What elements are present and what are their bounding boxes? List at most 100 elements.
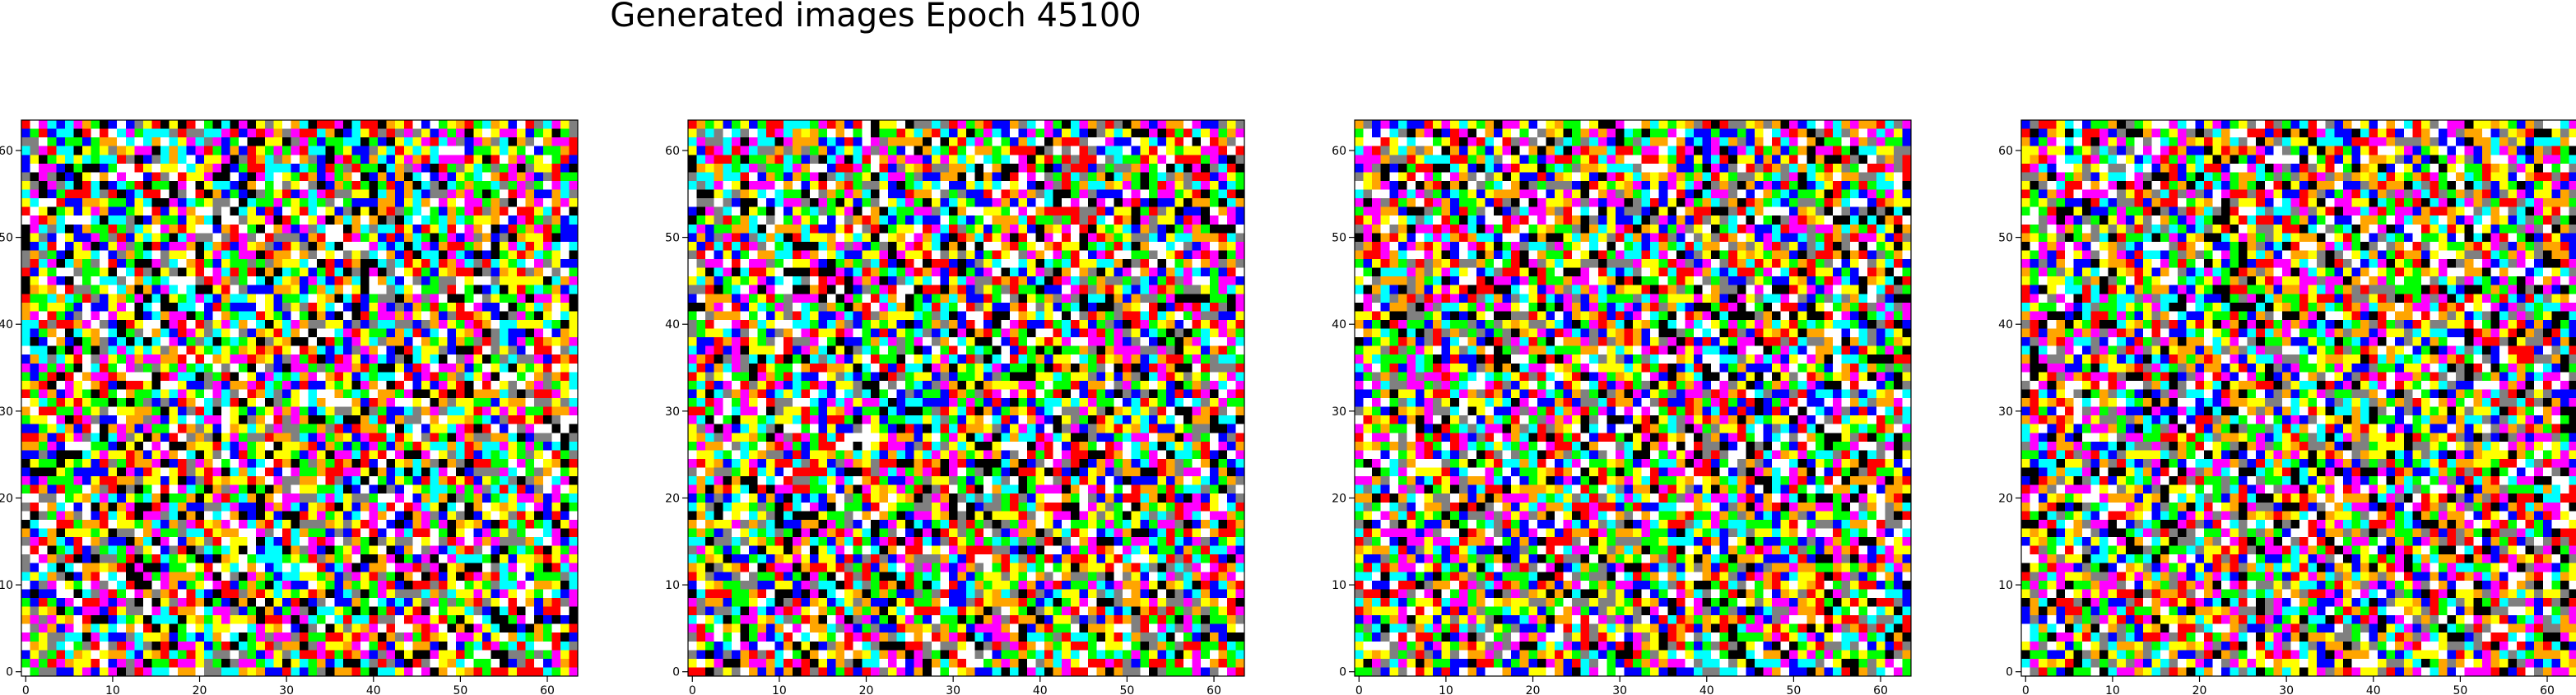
pixel-cell	[317, 207, 326, 216]
pixel-cell	[256, 346, 265, 355]
pixel-cell	[360, 415, 370, 424]
pixel-cell	[273, 407, 282, 416]
pixel-cell	[421, 172, 430, 181]
pixel-cell	[543, 372, 552, 381]
pixel-cell	[500, 294, 509, 303]
pixel-cell	[126, 346, 135, 355]
pixel-cell	[265, 190, 274, 199]
pixel-cell	[473, 389, 482, 398]
pixel-cell	[82, 242, 91, 251]
pixel-cell	[256, 372, 265, 381]
pixel-cell	[491, 268, 500, 277]
pixel-cell	[491, 137, 500, 146]
pixel-cell	[517, 250, 526, 259]
pixel-cell	[221, 172, 230, 181]
pixel-cell	[456, 346, 465, 355]
pixel-cell	[117, 381, 126, 390]
pixel-cell	[48, 337, 57, 346]
pixel-cell	[265, 398, 274, 407]
pixel-cell	[204, 303, 213, 312]
pixel-cell	[230, 311, 239, 320]
pixel-cell	[212, 242, 221, 251]
pixel-cell	[360, 354, 370, 364]
pixel-cell	[134, 164, 143, 173]
pixel-cell	[256, 389, 265, 398]
pixel-cell	[491, 389, 500, 398]
pixel-cell	[82, 285, 91, 294]
pixel-cell	[387, 346, 396, 355]
pixel-cell	[569, 146, 578, 155]
pixel-cell	[509, 354, 518, 364]
pixel-cell	[569, 398, 578, 407]
pixel-cell	[195, 372, 204, 381]
pixel-cell	[395, 276, 404, 285]
pixel-cell	[239, 250, 248, 259]
pixel-cell	[543, 346, 552, 355]
pixel-cell	[534, 398, 543, 407]
pixel-cell	[543, 120, 552, 129]
pixel-cell	[500, 207, 509, 216]
pixel-cell	[187, 207, 196, 216]
pixel-cell	[526, 155, 535, 164]
pixel-cell	[360, 320, 370, 329]
pixel-cell	[134, 407, 143, 416]
pixel-cell	[378, 329, 387, 338]
pixel-cell	[39, 207, 48, 216]
pixel-cell	[448, 285, 457, 294]
pixel-cell	[21, 155, 30, 164]
pixel-cell	[309, 250, 318, 259]
pixel-cell	[73, 354, 82, 364]
pixel-cell	[248, 250, 257, 259]
pixel-cell	[560, 424, 570, 433]
pixel-cell	[212, 164, 221, 173]
pixel-cell	[509, 329, 518, 338]
pixel-cell	[326, 120, 335, 129]
pixel-cell	[421, 398, 430, 407]
pixel-cell	[395, 294, 404, 303]
pixel-cell	[82, 250, 91, 259]
pixel-cell	[195, 346, 204, 355]
pixel-cell	[543, 190, 552, 199]
pixel-cell	[351, 268, 360, 277]
pixel-cell	[212, 354, 221, 364]
pixel-cell	[30, 155, 40, 164]
pixel-cell	[465, 268, 474, 277]
pixel-cell	[370, 364, 379, 373]
pixel-cell	[439, 172, 448, 181]
pixel-cell	[491, 259, 500, 268]
pixel-cell	[212, 364, 221, 373]
pixel-cell	[517, 215, 526, 225]
pixel-cell	[273, 172, 282, 181]
pixel-cell	[239, 172, 248, 181]
pixel-cell	[360, 233, 370, 242]
pixel-cell	[430, 276, 439, 285]
pixel-cell	[195, 233, 204, 242]
pixel-cell	[334, 337, 343, 346]
pixel-cell	[300, 276, 309, 285]
pixel-cell	[412, 164, 421, 173]
pixel-cell	[91, 372, 100, 381]
pixel-cell	[378, 259, 387, 268]
pixel-cell	[482, 354, 491, 364]
pixel-cell	[491, 120, 500, 129]
pixel-cell	[395, 137, 404, 146]
pixel-cell	[309, 164, 318, 173]
pixel-cell	[160, 276, 170, 285]
pixel-cell	[195, 129, 204, 138]
pixel-cell	[117, 407, 126, 416]
pixel-cell	[204, 215, 213, 225]
panels: 0 10 20 30 40 50 6001020304050600 10 20 30 40 50 600…	[0, 120, 2576, 695]
pixel-cell	[265, 337, 274, 346]
pixel-cell	[317, 276, 326, 285]
pixel-cell	[109, 354, 118, 364]
pixel-cell	[126, 303, 135, 312]
pixel-cell	[569, 346, 578, 355]
pixel-cell	[273, 215, 282, 225]
pixel-cell	[317, 190, 326, 199]
pixel-cell	[126, 137, 135, 146]
pixel-cell	[73, 233, 82, 242]
pixel-cell	[21, 303, 30, 312]
pixel-cell	[482, 172, 491, 181]
pixel-cell	[517, 259, 526, 268]
pixel-cell	[465, 155, 474, 164]
